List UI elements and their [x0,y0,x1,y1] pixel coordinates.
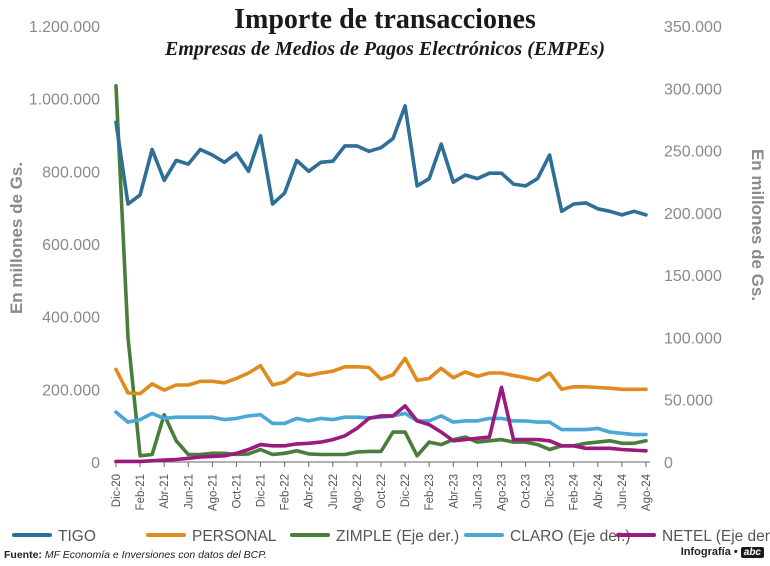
x-axis-ticks: Dic-20 Feb-21 Abr-21 Jun-21 Ago-21 Oct-21 Dic-… [111,462,653,511]
x-tick-label: Feb-24 [569,473,581,510]
x-tick-label: Feb-22 [280,474,292,510]
x-tick-label: Jun-21 [183,474,195,509]
source-text: MF Economía e Inversiones con datos del … [44,549,267,561]
legend-label: TIGO [58,528,96,545]
right-tick-label: 350.000 [664,19,722,36]
x-tick-label: Abr-22 [304,474,316,509]
legend-label: PERSONAL [192,528,277,545]
left-tick-label: 800.000 [42,164,100,181]
credit: Infografía • abc [681,546,764,558]
credit-text: Infografía • [680,546,738,558]
left-axis-label: En millones de Gs. [7,162,26,314]
x-tick-label: Dic-23 [545,474,557,507]
chart-title: Importe de transacciones [234,4,536,35]
left-axis-ticks: 0 200.000 400.000 600.000 800.000 1.000.000 1.… [29,19,100,472]
series-lines [114,84,648,464]
left-tick-label: 0 [91,455,100,472]
x-tick-label: Dic-20 [111,474,123,507]
x-tick-label: Abr-24 [593,473,605,508]
source-label: Fuente: [4,549,42,561]
right-tick-label: 100.000 [664,330,722,347]
legend-label: NETEL (Eje der.) [662,528,770,545]
x-tick-label: Ago-21 [207,474,219,511]
x-tick-label: Dic-21 [256,474,268,507]
x-tick-label: Dic-22 [400,474,412,507]
x-tick-label: Jun-22 [328,474,340,509]
legend-label: ZIMPLE (Eje der.) [336,528,459,545]
right-tick-label: 200.000 [664,206,722,223]
chart-subtitle: Empresas de Medios de Pagos Electrónicos… [165,38,605,60]
x-tick-label: Feb-23 [424,474,436,510]
left-tick-label: 1.200.000 [29,19,100,36]
right-tick-label: 150.000 [664,268,722,285]
x-tick-label: Ago-23 [496,474,508,511]
x-tick-label: Ago-22 [352,474,364,511]
right-axis-label: En millones de Gs. [748,149,767,301]
series-line-zimple [114,84,648,458]
x-tick-label: Ago-24 [641,473,653,511]
left-tick-label: 400.000 [42,310,100,327]
legend: TIGO PERSONAL ZIMPLE (Eje der.) CLARO (Eje … [12,528,770,545]
x-tick-label: Oct-23 [521,474,533,509]
right-tick-label: 0 [664,455,673,472]
series-line-netel [114,385,648,464]
left-tick-label: 200.000 [42,382,100,399]
right-tick-label: 250.000 [664,144,722,161]
left-tick-label: 1.000.000 [29,92,100,109]
right-tick-label: 50.000 [664,393,713,410]
series-line-tigo [114,104,648,217]
x-tick-label: Feb-21 [135,474,147,510]
x-tick-label: Abr-21 [159,474,171,509]
abc-logo: abc [740,547,764,558]
right-axis-ticks: 0 50.000 100.000 150.000 200.000 250.000 300.0… [664,19,722,472]
x-tick-label: Jun-24 [617,473,629,509]
x-tick-label: Oct-22 [376,474,388,509]
source-note: Fuente: MF Economía e Inversiones con da… [4,549,267,561]
right-tick-label: 300.000 [664,81,722,98]
x-tick-label: Oct-21 [231,474,243,509]
legend-label: CLARO (Eje der.) [510,528,631,545]
series-line-personal [114,356,648,396]
left-tick-label: 600.000 [42,237,100,254]
x-tick-label: Jun-23 [472,474,484,509]
x-tick-label: Abr-23 [448,474,460,509]
